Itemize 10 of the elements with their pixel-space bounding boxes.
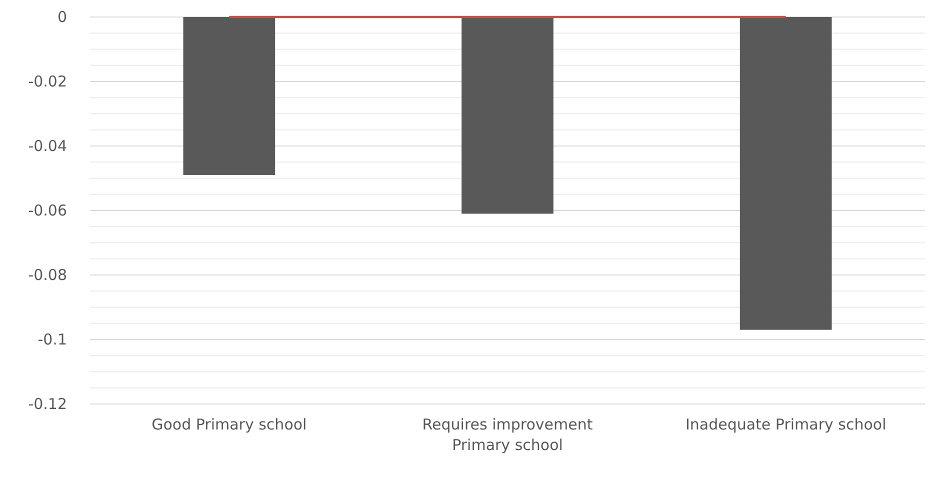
y-tick-label: -0.06 — [28, 201, 67, 220]
y-tick-label: 0 — [57, 8, 67, 26]
x-tick-label: Requires improvement Primary school — [422, 416, 593, 454]
x-tick-label: Good Primary school — [152, 416, 307, 434]
y-tick-label: -0.04 — [28, 136, 67, 155]
y-tick-label: -0.02 — [28, 72, 67, 90]
y-tick-label: -0.1 — [38, 330, 67, 348]
x-tick-label: Inadequate Primary school — [685, 416, 886, 434]
y-tick-label: -0.12 — [28, 394, 67, 413]
y-tick-label: -0.08 — [28, 266, 67, 284]
